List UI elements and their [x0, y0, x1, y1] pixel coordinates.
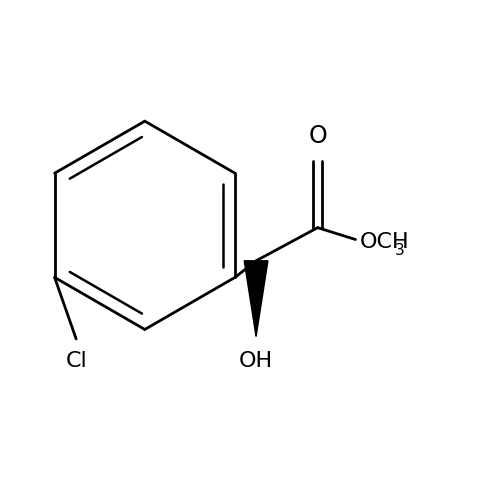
Text: OH: OH — [239, 351, 273, 371]
Text: O: O — [308, 124, 327, 148]
Text: Cl: Cl — [65, 351, 87, 371]
Text: OCH: OCH — [360, 232, 410, 252]
Polygon shape — [244, 261, 268, 337]
Text: 3: 3 — [394, 243, 404, 258]
